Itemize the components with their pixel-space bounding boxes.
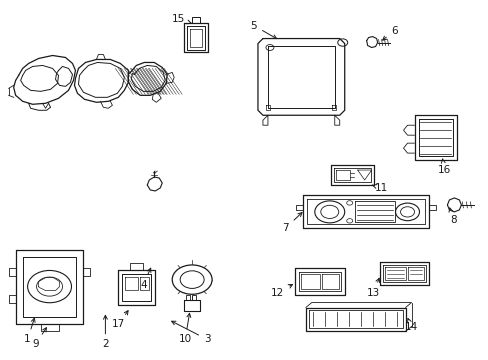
Text: 8: 8 xyxy=(448,208,456,225)
Text: 15: 15 xyxy=(171,14,191,24)
Text: 16: 16 xyxy=(437,159,450,175)
Text: 1: 1 xyxy=(24,318,35,345)
Text: 2: 2 xyxy=(102,315,108,349)
Text: 12: 12 xyxy=(271,284,292,298)
Text: 11: 11 xyxy=(371,183,387,193)
Text: 5: 5 xyxy=(250,21,276,39)
Text: 9: 9 xyxy=(32,328,46,349)
Text: 6: 6 xyxy=(382,26,397,40)
Circle shape xyxy=(172,265,212,294)
Text: 14: 14 xyxy=(404,319,417,332)
Text: 7: 7 xyxy=(282,212,302,233)
Text: 17: 17 xyxy=(111,311,128,329)
Text: 13: 13 xyxy=(366,278,380,298)
Text: 10: 10 xyxy=(178,313,191,345)
Text: 3: 3 xyxy=(171,321,210,345)
Text: 4: 4 xyxy=(140,268,150,289)
